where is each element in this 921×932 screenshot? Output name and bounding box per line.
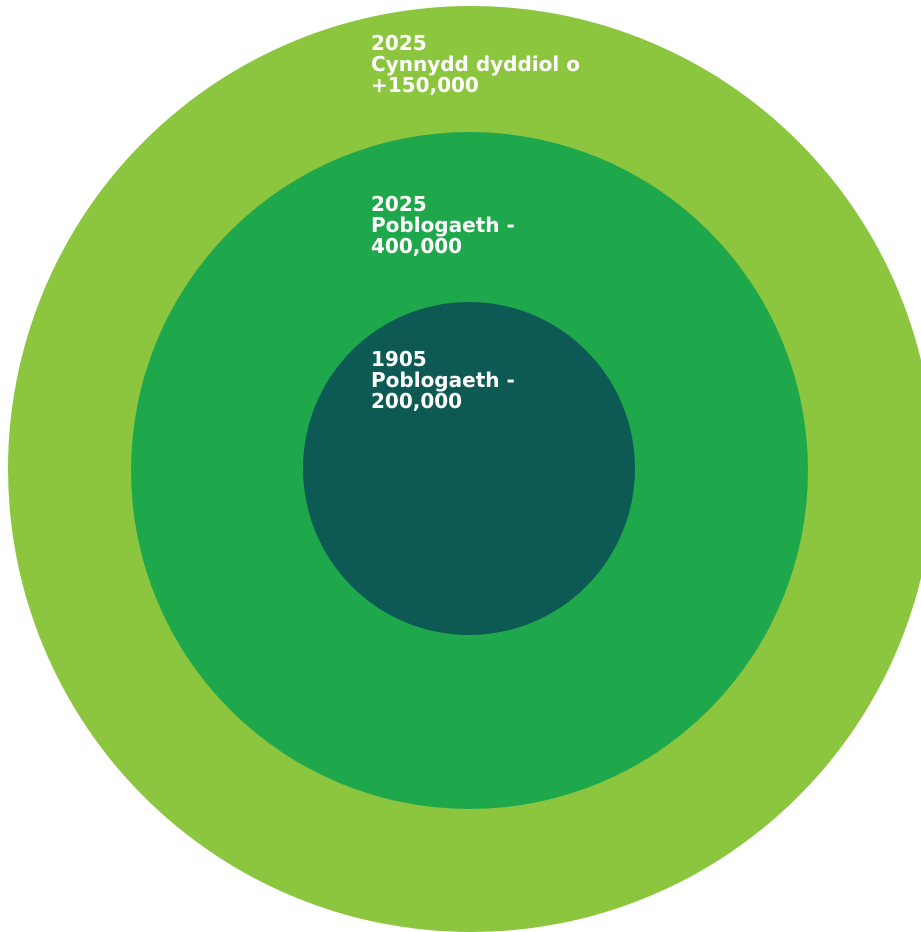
middle-ring-line1: Poblogaeth - — [371, 213, 515, 237]
inner-circle-year: 1905 — [371, 347, 427, 371]
middle-ring-year: 2025 — [371, 192, 427, 216]
outer-ring-line2: +150,000 — [371, 73, 479, 97]
middle-ring-line2: 400,000 — [371, 234, 463, 258]
outer-ring-label: 2025 Cynnydd dyddiol o +150,000 — [371, 33, 580, 96]
outer-ring-line1: Cynnydd dyddiol o — [371, 52, 580, 76]
middle-ring-label: 2025 Poblogaeth - 400,000 — [371, 194, 515, 257]
inner-circle-label: 1905 Poblogaeth - 200,000 — [371, 349, 515, 412]
inner-circle-population-1905 — [303, 302, 635, 635]
inner-circle-line2: 200,000 — [371, 389, 463, 413]
outer-ring-year: 2025 — [371, 31, 427, 55]
inner-circle-line1: Poblogaeth - — [371, 368, 515, 392]
